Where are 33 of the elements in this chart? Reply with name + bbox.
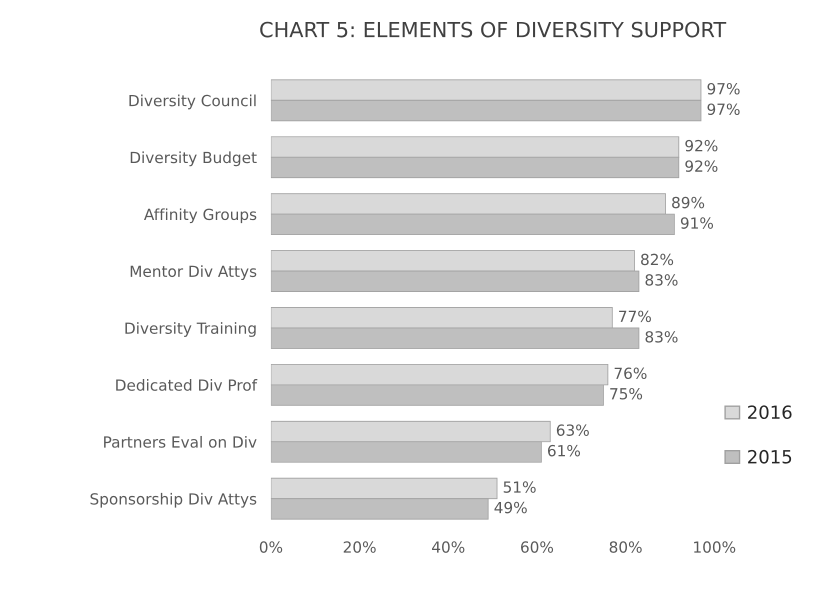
- data-label: 75%: [610, 388, 642, 400]
- data-label: 83%: [645, 274, 678, 286]
- x-tick-label: 40%: [432, 541, 464, 553]
- data-label: 82%: [641, 254, 674, 266]
- x-tick-label: 60%: [521, 541, 554, 553]
- data-label: 61%: [548, 444, 580, 456]
- data-label: 97%: [707, 103, 740, 116]
- data-label: 91%: [680, 217, 714, 229]
- y-tick-label: Affinity Groups: [144, 208, 256, 224]
- x-tick-label: 80%: [610, 541, 642, 553]
- x-tick-label: 20%: [344, 541, 376, 553]
- data-label: 83%: [645, 331, 678, 343]
- data-label: 77%: [619, 310, 651, 322]
- data-label: 51%: [504, 481, 536, 493]
- y-tick-label: Mentor Div Attys: [130, 265, 256, 280]
- x-tick-label: 100%: [694, 541, 736, 553]
- data-label: 92%: [685, 140, 718, 152]
- chart-title: CHART 5: ELEMENTS OF DIVERSITY SUPPORT: [260, 22, 726, 38]
- data-label: 89%: [672, 196, 704, 208]
- data-label: 76%: [614, 367, 647, 380]
- legend-label: 2016: [748, 405, 792, 420]
- data-label: 49%: [494, 502, 527, 514]
- y-tick-label: Sponsorship Div Attys: [90, 492, 256, 508]
- legend-label: 2015: [748, 450, 792, 464]
- y-tick-label: Partners Eval on Div: [104, 436, 257, 448]
- y-tick-label: Dedicated Div Prof: [116, 379, 258, 391]
- x-tick-label: 0%: [260, 541, 282, 553]
- y-tick-label: Diversity Training: [125, 322, 256, 337]
- data-label: 92%: [685, 160, 718, 172]
- y-tick-label: Diversity Budget: [130, 151, 257, 166]
- data-label: 63%: [556, 424, 589, 436]
- y-tick-label: Diversity Council: [129, 94, 256, 110]
- data-label: 97%: [707, 82, 740, 95]
